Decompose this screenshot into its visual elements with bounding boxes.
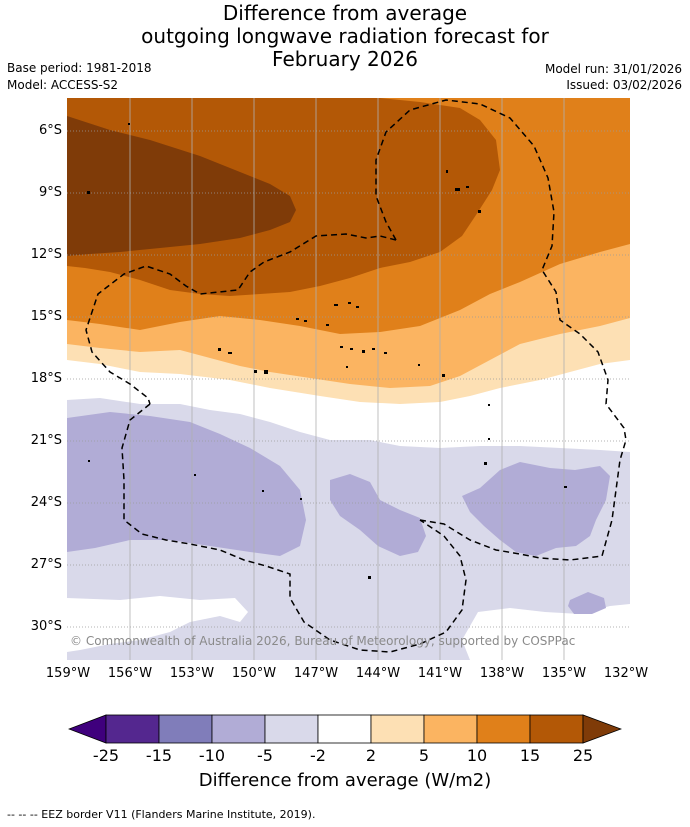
colorbar-tick: 5 — [418, 746, 430, 765]
lon-label: 153°W — [169, 666, 215, 681]
chart-title-line-2: outgoing longwave radiation forecast for — [141, 24, 549, 48]
anomaly-region-minus5-to-minus10-east — [462, 462, 610, 556]
lat-label: 18°S — [30, 371, 62, 386]
copyright-notice: © Commonwealth of Australia 2026, Bureau… — [70, 634, 576, 648]
eez-border-north-loop — [375, 99, 627, 441]
colorbar-segment — [423, 714, 478, 744]
lat-label: 27°S — [30, 557, 62, 572]
anomaly-region-above-25 — [67, 116, 296, 256]
lon-label: 141°W — [417, 666, 463, 681]
longitude-gridlines — [129, 98, 565, 660]
eez-border-east — [419, 439, 627, 561]
island-markers — [87, 123, 567, 579]
colorbar-extend-high — [582, 714, 622, 744]
lat-label: 15°S — [30, 309, 62, 324]
colorbar-tick: 10 — [466, 746, 488, 765]
lat-label: 6°S — [38, 123, 62, 138]
anomaly-region-minus5-to-minus10-west — [67, 412, 306, 556]
lat-label: 12°S — [30, 247, 62, 262]
model-label: Model: ACCESS-S2 — [7, 78, 119, 92]
colorbar — [68, 714, 622, 744]
lon-label: 132°W — [603, 666, 649, 681]
colorbar-tick: 25 — [572, 746, 594, 765]
colorbar-tick: -10 — [198, 746, 226, 765]
colorbar-segment — [158, 714, 213, 744]
lon-label: 159°W — [45, 666, 91, 681]
lon-label: 135°W — [541, 666, 587, 681]
lat-label: 9°S — [38, 185, 62, 200]
colorbar-segment — [529, 714, 584, 744]
colorbar-tick: 15 — [519, 746, 541, 765]
lon-label: 147°W — [293, 666, 339, 681]
lon-label: 150°W — [231, 666, 277, 681]
colorbar-label: Difference from average (W/m2) — [198, 770, 492, 791]
lat-label: 21°S — [30, 433, 62, 448]
colorbar-extend-low — [68, 714, 107, 744]
colorbar-segment — [317, 714, 372, 744]
neutral-patch-south-west — [67, 596, 248, 652]
latitude-gridlines — [67, 130, 630, 628]
colorbar-segment — [370, 714, 425, 744]
base-period-label: Base period: 1981-2018 — [7, 61, 152, 75]
colorbar-tick: 2 — [365, 746, 377, 765]
anomaly-region-minus5-to-minus10-southeast — [568, 592, 606, 614]
colorbar-tick: -15 — [145, 746, 173, 765]
eez-border-south — [121, 403, 467, 653]
eez-border-north — [85, 233, 397, 405]
lon-label: 138°W — [479, 666, 525, 681]
anomaly-map — [67, 98, 630, 660]
neutral-patch-south-east — [462, 604, 630, 660]
colorbar-segment — [211, 714, 266, 744]
colorbar-segment — [264, 714, 319, 744]
colorbar-tick: -2 — [310, 746, 326, 765]
colorbar-tick: -25 — [92, 746, 120, 765]
chart-title-line-3: February 2026 — [272, 47, 418, 71]
lon-label: 156°W — [107, 666, 153, 681]
colorbar-segment — [105, 714, 160, 744]
eez-legend-note: -- -- -- EEZ border V11 (Flanders Marine… — [7, 808, 316, 821]
lon-label: 144°W — [355, 666, 401, 681]
lat-label: 30°S — [30, 619, 62, 634]
colorbar-tick: -5 — [257, 746, 273, 765]
lat-label: 24°S — [30, 495, 62, 510]
issued-label: Issued: 03/02/2026 — [566, 78, 682, 92]
colorbar-segment — [476, 714, 531, 744]
chart-title-line-1: Difference from average — [222, 1, 468, 25]
model-run-label: Model run: 31/01/2026 — [544, 62, 682, 76]
